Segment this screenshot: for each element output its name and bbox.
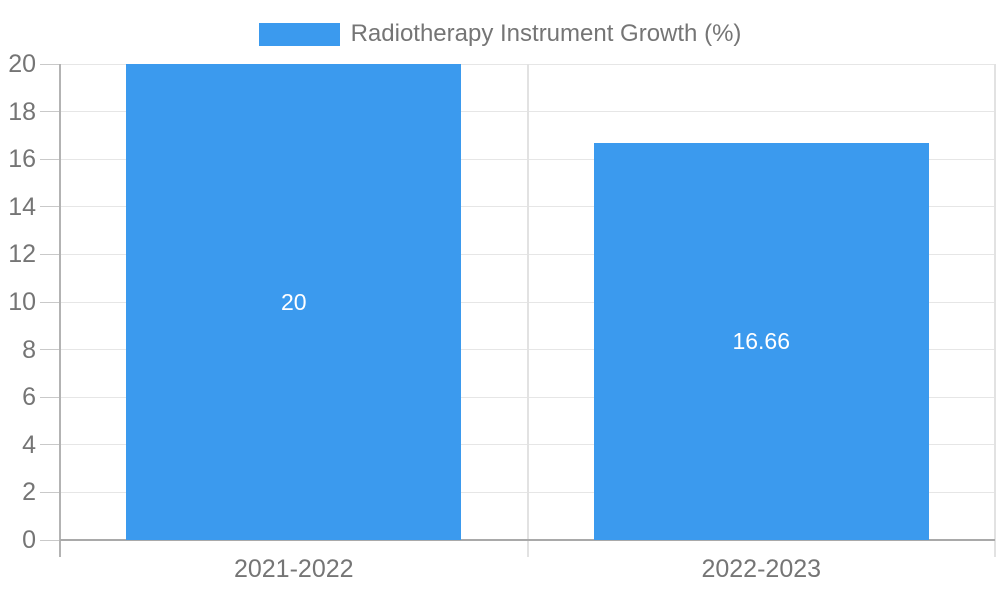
y-tick (40, 491, 60, 493)
bar[interactable]: 16.66 (593, 143, 929, 540)
y-tick (40, 206, 60, 208)
y-tick-label: 18 (8, 97, 36, 126)
y-tick-label: 16 (8, 145, 36, 174)
y-tick (40, 349, 60, 351)
legend-swatch (258, 22, 340, 46)
y-tick-label: 6 (22, 383, 36, 412)
y-tick-label: 14 (8, 192, 36, 221)
x-axis-label: 2021-2022 (233, 555, 354, 583)
y-axis-line (59, 64, 61, 557)
y-tick (40, 63, 60, 65)
y-tick (40, 253, 60, 255)
x-axis-label: 2022-2023 (701, 555, 822, 583)
plot-right-border (994, 64, 996, 557)
y-tick (40, 539, 60, 541)
legend-label: Radiotherapy Instrument Growth (%) (350, 20, 742, 47)
bar-value-label: 16.66 (732, 328, 791, 355)
legend[interactable]: Radiotherapy Instrument Growth (%) (0, 20, 1000, 48)
y-tick (40, 111, 60, 113)
y-tick (40, 444, 60, 446)
bar-value-label: 20 (280, 288, 307, 315)
y-tick-label: 10 (8, 288, 36, 316)
y-tick-label: 20 (8, 50, 36, 78)
y-tick-label: 2 (22, 478, 36, 507)
y-tick (40, 158, 60, 160)
x-axis-baseline (60, 538, 995, 541)
y-tick (40, 301, 60, 303)
bar[interactable]: 20 (126, 64, 462, 540)
y-tick-label: 8 (22, 335, 36, 364)
y-tick-label: 4 (22, 430, 36, 459)
category-separator (526, 64, 529, 557)
y-tick-label: 12 (8, 240, 36, 269)
y-tick-label: 0 (22, 526, 36, 554)
y-tick (40, 396, 60, 398)
